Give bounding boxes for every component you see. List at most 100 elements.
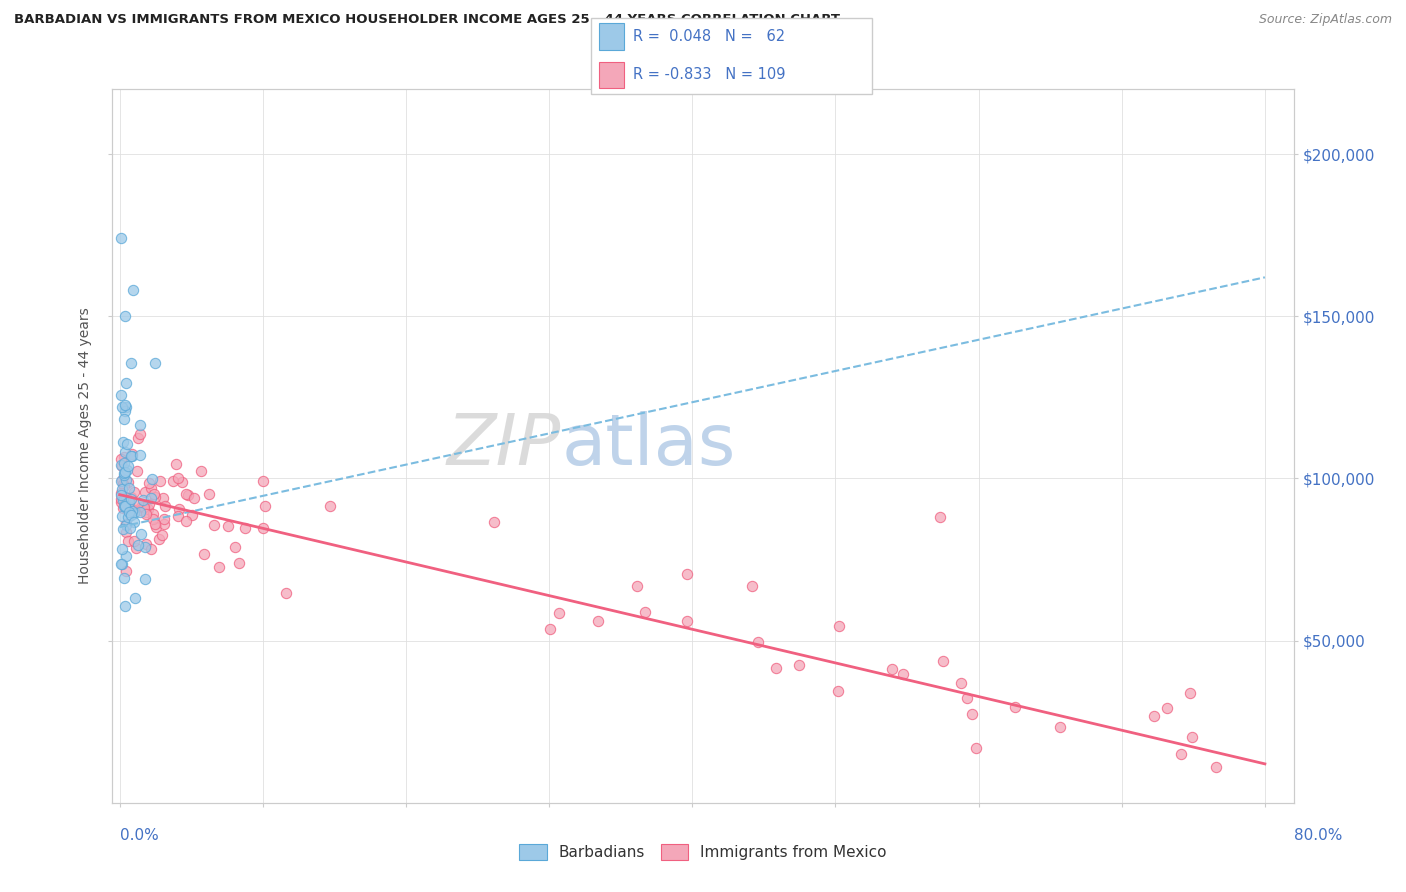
Point xyxy=(120,449,142,463)
Point xyxy=(121,450,143,464)
Point xyxy=(929,510,952,524)
Point xyxy=(152,491,174,505)
Point xyxy=(112,412,135,426)
Point xyxy=(120,356,142,370)
Point xyxy=(166,471,188,485)
Point xyxy=(181,508,204,523)
Text: 80.0%: 80.0% xyxy=(1295,828,1343,843)
Point xyxy=(145,356,167,370)
Point xyxy=(1181,730,1204,744)
Point xyxy=(827,619,849,633)
Point xyxy=(121,447,143,461)
Point xyxy=(115,516,138,531)
Point xyxy=(112,522,135,536)
Point xyxy=(1170,747,1192,761)
Point xyxy=(112,479,135,493)
Point xyxy=(122,515,145,529)
Point xyxy=(120,490,142,504)
Point xyxy=(217,519,239,533)
Point xyxy=(138,497,160,511)
Point xyxy=(111,473,134,487)
Point xyxy=(162,474,184,488)
Point xyxy=(1049,720,1071,734)
Point xyxy=(482,515,505,529)
Point xyxy=(626,579,648,593)
Point xyxy=(1205,760,1227,774)
Point xyxy=(110,492,132,507)
Point xyxy=(747,635,769,649)
Point xyxy=(233,520,256,534)
Point xyxy=(252,521,274,535)
Point xyxy=(787,658,810,673)
Point xyxy=(111,477,134,491)
Point xyxy=(112,571,135,585)
Point xyxy=(114,500,136,514)
Y-axis label: Householder Income Ages 25 - 44 years: Householder Income Ages 25 - 44 years xyxy=(79,308,93,584)
Point xyxy=(111,482,134,496)
Point xyxy=(139,481,162,495)
Text: 0.0%: 0.0% xyxy=(120,828,159,843)
Point xyxy=(114,499,136,513)
Point xyxy=(110,400,132,414)
Point xyxy=(120,508,142,522)
Point xyxy=(135,507,157,521)
Point xyxy=(115,518,138,533)
Point xyxy=(1004,700,1026,714)
Point xyxy=(142,512,165,526)
Point xyxy=(118,495,141,509)
Legend: Barbadians, Immigrants from Mexico: Barbadians, Immigrants from Mexico xyxy=(513,838,893,866)
Point xyxy=(141,472,163,486)
Point xyxy=(114,403,136,417)
Point xyxy=(741,578,763,592)
Text: BARBADIAN VS IMMIGRANTS FROM MEXICO HOUSEHOLDER INCOME AGES 25 - 44 YEARS CORREL: BARBADIAN VS IMMIGRANTS FROM MEXICO HOUS… xyxy=(14,13,839,27)
Point xyxy=(141,541,163,556)
Point xyxy=(115,491,138,505)
Point xyxy=(893,667,915,681)
Point xyxy=(148,533,170,547)
Point xyxy=(129,503,152,517)
Point xyxy=(253,500,276,514)
Point xyxy=(676,567,699,582)
Point xyxy=(111,435,134,450)
Point xyxy=(136,502,159,516)
Point xyxy=(127,464,149,478)
Point xyxy=(110,474,132,488)
Point xyxy=(129,527,152,541)
Point xyxy=(114,398,136,412)
Point xyxy=(110,388,132,402)
Point xyxy=(118,505,141,519)
Point xyxy=(118,521,141,535)
Point xyxy=(110,488,132,502)
Point xyxy=(114,465,136,479)
Point xyxy=(111,558,134,572)
Point xyxy=(114,310,136,324)
Point xyxy=(150,527,173,541)
Point xyxy=(112,456,135,470)
Point xyxy=(111,500,134,515)
Point xyxy=(111,541,134,556)
Point xyxy=(117,459,139,474)
Point xyxy=(111,509,134,524)
Point xyxy=(135,505,157,519)
Point xyxy=(129,448,152,462)
Point xyxy=(129,417,152,432)
Point xyxy=(114,376,136,390)
Point xyxy=(110,458,132,473)
Point xyxy=(117,510,139,524)
Point xyxy=(112,499,135,513)
Point xyxy=(149,474,172,488)
Point xyxy=(127,496,149,510)
Point xyxy=(548,606,571,620)
Point xyxy=(117,533,139,548)
Point xyxy=(319,499,342,513)
Point xyxy=(960,706,983,721)
Point xyxy=(538,622,561,636)
Point xyxy=(112,466,135,480)
Point xyxy=(676,614,699,628)
Point xyxy=(121,504,143,518)
Point xyxy=(114,599,136,613)
Point xyxy=(131,500,153,514)
Text: atlas: atlas xyxy=(561,411,735,481)
Point xyxy=(121,501,143,516)
Point xyxy=(115,549,138,563)
